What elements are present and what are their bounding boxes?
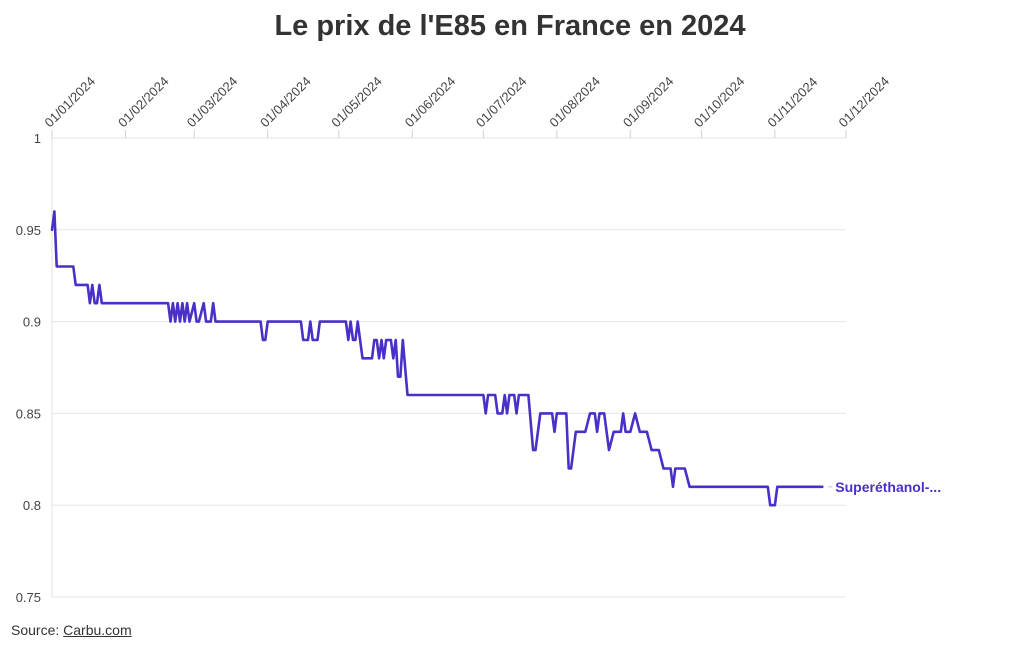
y-tick-label: 0.85 (16, 406, 41, 421)
x-tick-label: 01/10/2024 (691, 73, 748, 130)
series-label: Superéthanol-... (835, 479, 941, 495)
y-tick-label: 1 (34, 131, 41, 146)
x-tick-label: 01/11/2024 (764, 74, 820, 130)
x-tick-label: 01/09/2024 (620, 73, 677, 130)
y-tick-label: 0.95 (16, 223, 41, 238)
x-tick-label: 01/05/2024 (328, 73, 385, 130)
x-tick-label: 01/12/2024 (836, 73, 893, 130)
x-tick-label: 01/08/2024 (546, 73, 603, 130)
source-note: Source: Carbu.com (11, 622, 132, 638)
x-tick-label: 01/07/2024 (473, 73, 530, 130)
grid-lines (52, 137, 846, 598)
x-tick-label: 01/06/2024 (402, 73, 459, 130)
x-tick-label: 01/04/2024 (257, 73, 314, 130)
y-tick-label: 0.75 (16, 590, 41, 605)
y-tick-label: 0.8 (23, 498, 41, 513)
x-tick-label: 01/03/2024 (184, 73, 241, 130)
source-link[interactable]: Carbu.com (63, 622, 132, 638)
series-line (50, 210, 824, 507)
y-tick-label: 0.9 (23, 315, 41, 330)
chart-title: Le prix de l'E85 en France en 2024 (274, 10, 746, 42)
source-prefix: Source: (11, 622, 64, 638)
series-layer: Superéthanol-... (50, 210, 941, 507)
x-tick-label: 01/01/2024 (42, 73, 99, 130)
x-tick-label: 01/02/2024 (115, 73, 172, 130)
